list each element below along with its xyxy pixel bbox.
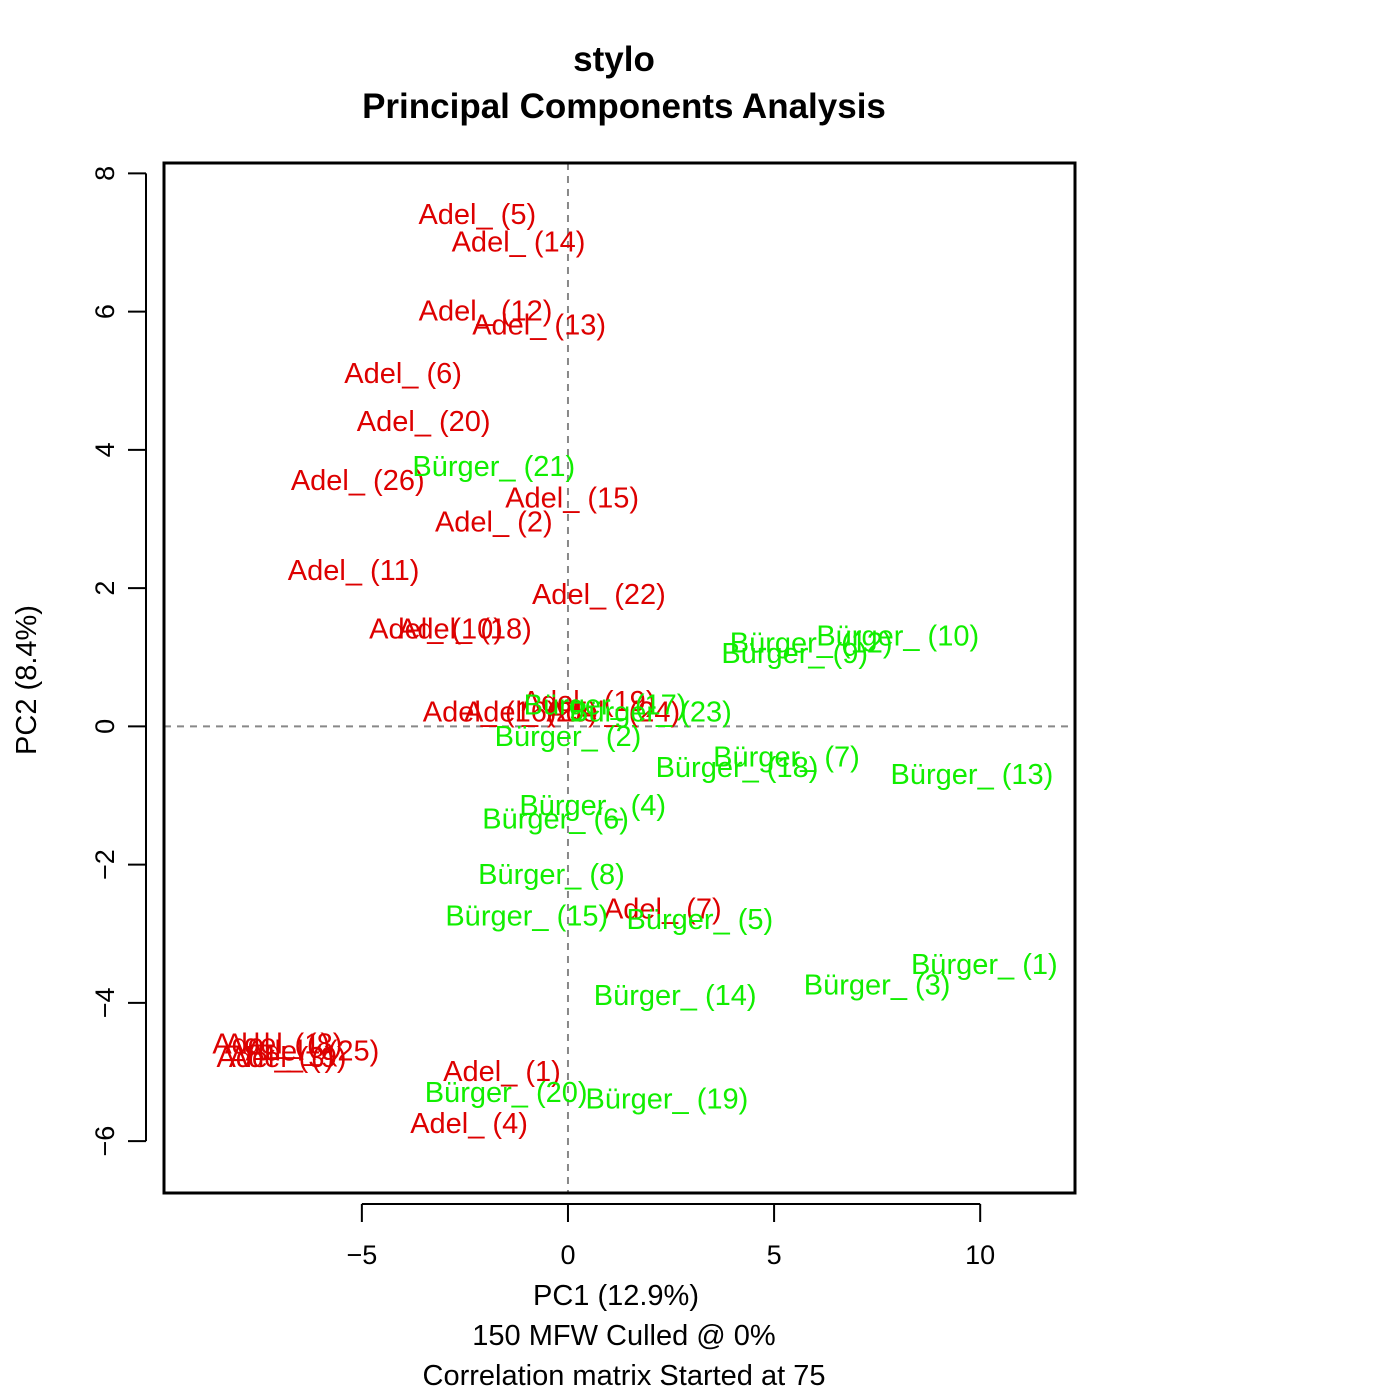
data-point-label: Adel_ (6) (344, 358, 462, 390)
data-point-label: Adel_ (19) (522, 686, 656, 718)
series-burger: Bürger_ (21)Bürger_ (10)Bürger_ (12)Bürg… (412, 451, 1057, 1116)
data-point-label: Adel_ (24) (546, 697, 680, 729)
reference-lines (164, 163, 1075, 1193)
data-point-label: Adel_ (26) (291, 465, 425, 497)
data-point-label: Bürger_ (2) (495, 721, 642, 753)
x-tick-label: 5 (767, 1240, 782, 1270)
data-point-label: Bürger_ (9) (721, 638, 868, 670)
point-labels: Adel_ (5)Adel_ (14) Adel_ (12)Adel_ (13) A… (212, 199, 1057, 1140)
chart-title: stylo (573, 40, 655, 79)
data-point-label: Adel_ (2) (435, 506, 553, 538)
data-point-label: Adel_ (16) (423, 697, 557, 729)
x-axis: −5 0 5 10 (346, 1203, 995, 1270)
y-tick-label: 2 (90, 581, 120, 596)
x-tick-label: 10 (965, 1240, 995, 1270)
caption-line-1: 150 MFW Culled @ 0% (472, 1320, 775, 1352)
x-tick-label: 0 (560, 1240, 575, 1270)
plot-frame (162, 161, 1077, 1195)
data-point-label: Bürger_ (14) (594, 980, 757, 1012)
data-point-label: Adel_ (1) (212, 1028, 330, 1060)
data-point-label: Bürger_ (19) (585, 1084, 748, 1116)
data-point-label: Adel_ (25) (464, 697, 598, 729)
data-point-label: Adel_ (4) (410, 1108, 528, 1140)
data-point-label: Bürger_ (12) (730, 627, 893, 659)
data-point-label: Bürger_ (17) (524, 690, 687, 722)
data-point-label: Bürger_ (10) (816, 621, 979, 653)
y-tick-label: 6 (90, 304, 120, 319)
data-point-label: Adel_ (22) (532, 579, 666, 611)
data-point-label: Bürger_ (21) (412, 451, 575, 483)
data-point-label: Bürger_ (7) (713, 741, 860, 773)
y-axis-label: PC2 (8.4%) (11, 605, 43, 755)
data-point-label: Adel_ (8) (225, 1028, 343, 1060)
chart-subtitle: Principal Components Analysis (362, 87, 886, 126)
y-tick-label: 8 (90, 166, 120, 181)
x-axis-label: PC1 (12.9%) (533, 1280, 699, 1312)
data-point-label: Adel_ (12) (419, 296, 553, 328)
data-point-label: Bürger_ (13) (891, 759, 1054, 791)
data-point-label: Adel_ (20) (357, 406, 491, 438)
data-point-label: Bürger_ (4) (519, 790, 666, 822)
y-tick-label: 4 (90, 442, 120, 457)
data-point-label: Bürger_ (23) (569, 697, 732, 729)
y-axis: −6 −4 −2 0 2 4 6 8 (90, 166, 147, 1157)
data-point-label: Bürger_ (18) (656, 752, 819, 784)
y-tick-label: −2 (90, 849, 120, 880)
data-point-label: Adel_ (9) (229, 1042, 347, 1074)
y-tick-label: −4 (90, 988, 120, 1019)
data-point-label: Adel_ (10) (369, 614, 503, 646)
data-point-label: Adel_ (18) (398, 614, 532, 646)
data-point-label: Bürger_ (5) (627, 904, 774, 936)
data-point-label: Bürger_ (1) (911, 949, 1058, 981)
data-point-label: Adel_ (11) (288, 555, 420, 587)
data-point-label: Bürger_ (6) (482, 804, 629, 836)
data-point-label: Bürger_ (8) (478, 859, 625, 891)
y-tick-label: 0 (90, 719, 120, 734)
x-tick-label: −5 (346, 1240, 377, 1270)
data-point-label: Adel_ (3) (216, 1042, 334, 1074)
caption-line-2: Correlation matrix Started at 75 (423, 1360, 826, 1392)
series-adel: Adel_ (5)Adel_ (14) Adel_ (12)Adel_ (13) A… (212, 199, 721, 1140)
data-point-label: Adel_ (14) (452, 226, 586, 258)
data-point-label: Bürger_ (3) (804, 970, 951, 1002)
data-point-label: Adel_ (1) (443, 1056, 561, 1088)
y-tick-label: −6 (90, 1126, 120, 1157)
data-point-label: Adel_ (5) (418, 199, 536, 231)
data-point-label: Adel_ (13) (472, 309, 606, 341)
data-point-label: Adel_ (15) (505, 482, 639, 514)
data-point-label: Adel_ (7) (604, 894, 722, 926)
data-point-label: Bürger_ (15) (445, 900, 608, 932)
data-point-label: Bürger_ (20) (425, 1077, 588, 1109)
data-point-label: Adel_ (25) (245, 1035, 379, 1067)
